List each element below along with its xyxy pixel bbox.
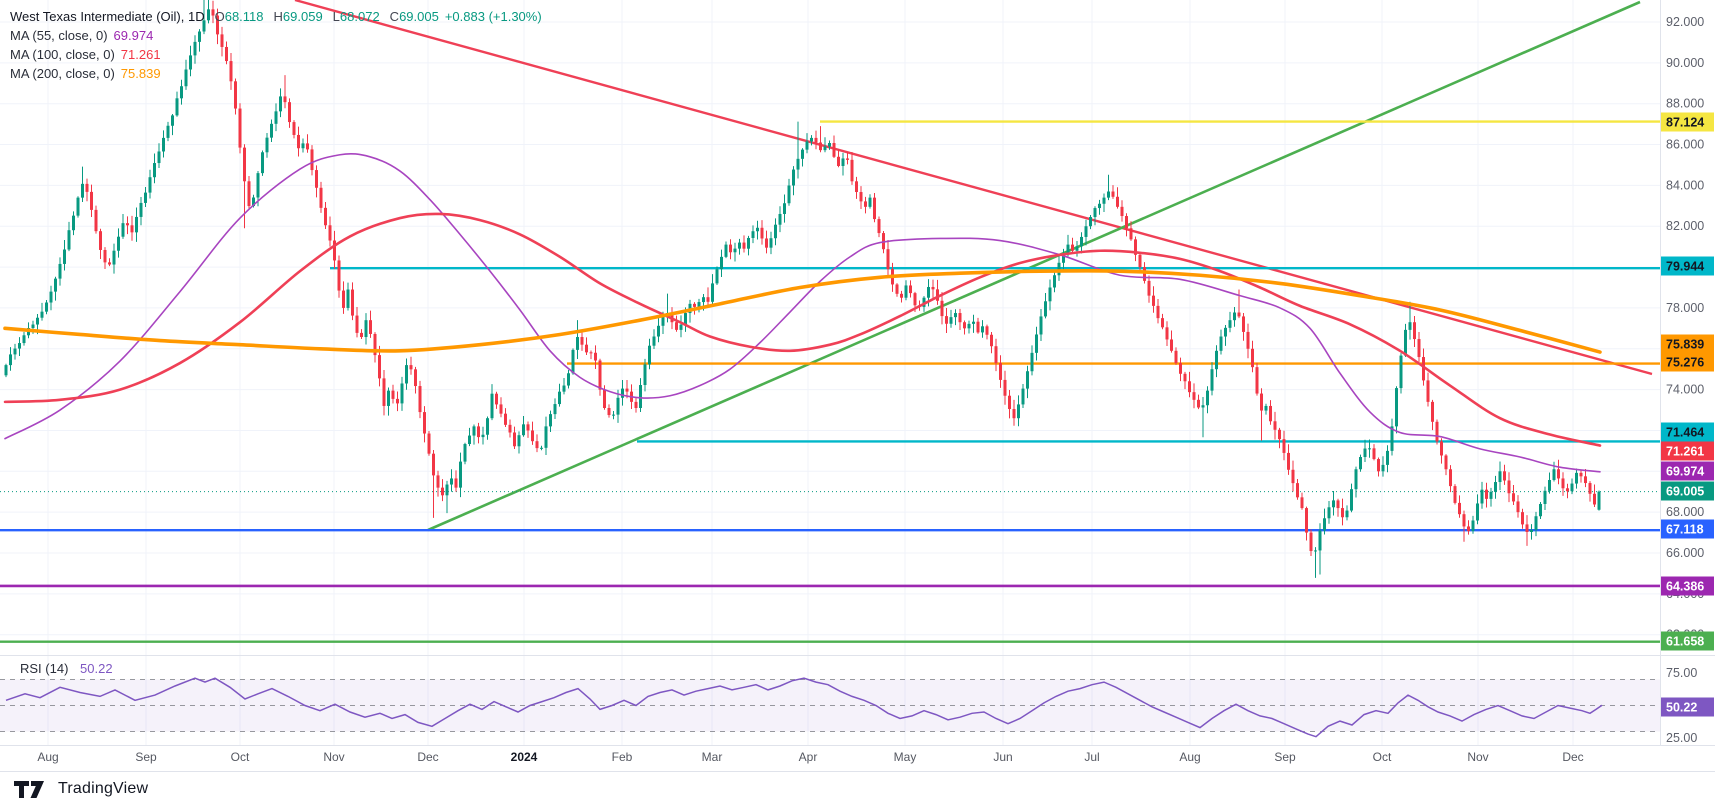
- change-value: +0.883 (+1.30%): [444, 9, 542, 24]
- open-value: 68.118: [224, 9, 264, 24]
- rsi-tick: 25.00: [1666, 731, 1697, 745]
- time-label-Apr: Apr: [798, 750, 818, 764]
- close-value: 69.005: [399, 9, 439, 24]
- svg-text:69.974: 69.974: [1666, 465, 1704, 479]
- price-tick: 66.000: [1666, 546, 1704, 560]
- time-label-Dec: Dec: [417, 750, 439, 764]
- price-tick: 86.000: [1666, 138, 1704, 152]
- open-label: O: [214, 9, 225, 24]
- price-badge-71.261: 71.261: [1661, 441, 1714, 461]
- chart-legend: West Texas Intermediate (Oil), 1D O68.11…: [10, 8, 542, 84]
- rsi-value: 50.22: [80, 661, 113, 676]
- time-label-Nov: Nov: [1467, 750, 1489, 764]
- ma55-label: MA (55, close, 0): [10, 28, 108, 43]
- time-label-Oct: Oct: [1372, 750, 1392, 764]
- rsi-line[interactable]: [5, 677, 1603, 738]
- price-tick: 90.000: [1666, 56, 1704, 70]
- ma55-value: 69.974: [113, 28, 154, 43]
- time-label-Sep: Sep: [135, 750, 157, 764]
- svg-text:71.464: 71.464: [1666, 426, 1704, 440]
- price-badge-87.124: 87.124: [1661, 112, 1714, 132]
- legend-ma100-row[interactable]: MA (100, close, 0) 71.261: [10, 46, 542, 64]
- close-label: C: [389, 9, 400, 24]
- price-tick: 68.000: [1666, 505, 1704, 519]
- candles: [4, 0, 1601, 578]
- price-badge-75.276: 75.276: [1661, 352, 1714, 372]
- price-badge-61.658: 61.658: [1661, 631, 1714, 651]
- time-label-Mar: Mar: [701, 750, 723, 764]
- descending-red-trendline[interactable]: [294, 0, 1653, 376]
- ascending-green-trendline[interactable]: [427, 0, 1641, 532]
- price-tick: 92.000: [1666, 15, 1704, 29]
- svg-text:71.261: 71.261: [1666, 445, 1704, 459]
- time-label-Sep: Sep: [1274, 750, 1296, 764]
- svg-text:50.22: 50.22: [1666, 701, 1697, 715]
- time-label-Dec: Dec: [1562, 750, 1584, 764]
- time-label-Jul: Jul: [1084, 750, 1100, 764]
- time-label-Aug: Aug: [1179, 750, 1201, 764]
- time-label-Aug: Aug: [37, 750, 59, 764]
- ma200-label: MA (200, close, 0): [10, 66, 115, 81]
- time-label-May: May: [893, 750, 917, 764]
- grid-lines: [0, 0, 1660, 745]
- price-tick: 74.000: [1666, 383, 1704, 397]
- high-label: H: [273, 9, 283, 24]
- time-axis[interactable]: Aug Sep Oct Nov Dec 2024 Feb Mar Apr May Jun Jul Aug…: [0, 746, 1660, 771]
- high-value: 69.059: [282, 9, 323, 24]
- main-chart-canvas[interactable]: 92.000 90.000 88.000 86.000 84.000 82.000 78.0…: [0, 0, 1715, 772]
- time-label-Nov: Nov: [323, 750, 345, 764]
- ma100-line[interactable]: [3, 212, 1602, 447]
- price-tick: 82.000: [1666, 219, 1704, 233]
- price-pane: [0, 0, 1660, 643]
- ma200-value: 75.839: [120, 66, 161, 81]
- price-badge-69.974: 69.974: [1661, 461, 1714, 481]
- rsi-pane: [0, 677, 1660, 738]
- price-tick: 84.000: [1666, 178, 1704, 192]
- price-badge-50.22: 50.22: [1661, 697, 1714, 717]
- symbol-title: West Texas Intermediate (Oil), 1D: [10, 9, 205, 24]
- rsi-legend[interactable]: RSI (14) 50.22: [20, 661, 113, 676]
- legend-ma200-row[interactable]: MA (200, close, 0) 75.839: [10, 65, 542, 83]
- svg-text:79.944: 79.944: [1666, 260, 1704, 274]
- legend-ma55-row[interactable]: MA (55, close, 0) 69.974: [10, 27, 542, 45]
- price-badge-64.386: 64.386: [1661, 576, 1714, 596]
- svg-text:67.118: 67.118: [1666, 523, 1704, 537]
- footer-bar: TradingView: [0, 772, 1715, 808]
- ma200-line[interactable]: [3, 268, 1602, 354]
- rsi-tick: 75.00: [1666, 666, 1697, 680]
- price-badge-71.464: 71.464: [1661, 422, 1714, 442]
- brand-text: TradingView: [58, 780, 149, 797]
- price-badge-75.839: 75.839: [1661, 334, 1714, 354]
- tradingview-logo-icon: [14, 780, 44, 798]
- price-tick: 78.000: [1666, 301, 1704, 315]
- svg-text:75.839: 75.839: [1666, 338, 1704, 352]
- time-label-Oct: Oct: [230, 750, 250, 764]
- price-badge-67.118: 67.118: [1661, 519, 1714, 539]
- ma100-label: MA (100, close, 0): [10, 47, 115, 62]
- time-label-Jun: Jun: [993, 750, 1013, 764]
- rsi-label: RSI (14): [20, 661, 69, 676]
- price-badge-69.005: 69.005: [1661, 481, 1714, 501]
- tradingview-brand[interactable]: TradingView: [14, 780, 148, 798]
- legend-symbol-row[interactable]: West Texas Intermediate (Oil), 1D O68.11…: [10, 8, 542, 26]
- price-tick: 88.000: [1666, 97, 1704, 111]
- svg-text:69.005: 69.005: [1666, 485, 1704, 499]
- low-value: 68.072: [339, 9, 380, 24]
- time-label-2024: 2024: [510, 750, 538, 764]
- low-label: L: [332, 9, 340, 24]
- svg-text:61.658: 61.658: [1666, 635, 1704, 649]
- time-label-Feb: Feb: [611, 750, 633, 764]
- svg-text:87.124: 87.124: [1666, 116, 1704, 130]
- ma100-value: 71.261: [120, 47, 161, 62]
- svg-text:64.386: 64.386: [1666, 580, 1704, 594]
- price-axis[interactable]: 92.000 90.000 88.000 86.000 84.000 82.000 78.0…: [1661, 15, 1714, 745]
- ma55-line[interactable]: [4, 152, 1601, 473]
- pane-borders: [0, 0, 1715, 772]
- svg-text:75.276: 75.276: [1666, 356, 1704, 370]
- price-badge-79.944: 79.944: [1661, 256, 1714, 276]
